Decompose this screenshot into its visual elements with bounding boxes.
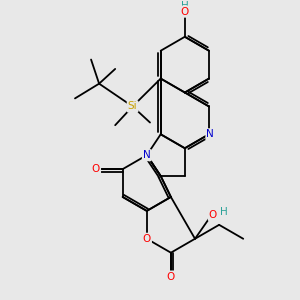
Text: Si: Si — [128, 101, 137, 111]
Text: N: N — [206, 129, 214, 139]
Text: H: H — [181, 1, 189, 11]
Text: H: H — [220, 207, 227, 217]
Text: N: N — [143, 150, 151, 160]
Text: O: O — [209, 210, 217, 220]
Text: O: O — [92, 164, 100, 174]
Text: O: O — [167, 272, 175, 281]
Text: O: O — [143, 234, 151, 244]
Text: O: O — [181, 7, 189, 16]
